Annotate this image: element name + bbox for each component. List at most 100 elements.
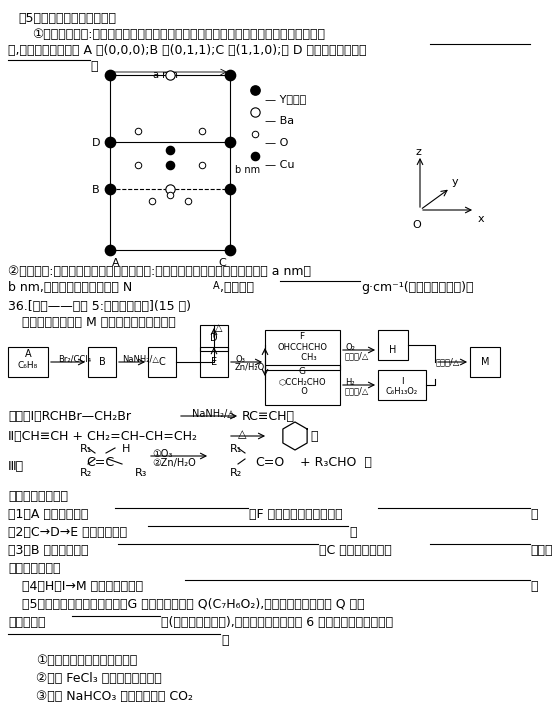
Text: 在同一直线上。: 在同一直线上。	[8, 562, 60, 575]
Bar	[110, 75, 230, 250]
Text: O: O	[412, 220, 421, 230]
Point	[165, 183, 174, 195]
Text: ，: ，	[349, 526, 357, 539]
Point	[197, 125, 206, 137]
Text: b nm,阿伏加德罗常数的值为 N: b nm,阿伏加德罗常数的值为 N	[8, 281, 132, 294]
Text: （5）在催化剂、加热条件下，G 与氧气反应生成 Q(C₇H₆O₂),同时满足下列条件的 Q 的同: （5）在催化剂、加热条件下，G 与氧气反应生成 Q(C₇H₆O₂),同时满足下列…	[22, 598, 364, 611]
Text: — Ba: — Ba	[265, 116, 294, 126]
Text: O: O	[296, 387, 308, 396]
Text: △: △	[238, 429, 247, 439]
Text: 有机高分子化合物 M 的一种合成路线如下：: 有机高分子化合物 M 的一种合成路线如下：	[22, 316, 176, 329]
Text: （2）C→D→E 的反应类型为: （2）C→D→E 的反应类型为	[8, 526, 127, 539]
Point	[250, 84, 259, 96]
Text: NaNH₂/△: NaNH₂/△	[122, 355, 159, 364]
Text: — Y（钇）: — Y（钇）	[265, 94, 306, 104]
Text: F: F	[300, 332, 305, 341]
Text: C: C	[159, 357, 165, 367]
Text: ①O₃: ①O₃	[152, 449, 172, 459]
Text: C₆H₈: C₆H₈	[18, 361, 38, 370]
Text: 请回答下列问题：: 请回答下列问题：	[8, 490, 68, 503]
Text: H₂: H₂	[345, 378, 354, 387]
Text: （1）A 的化学名称为: （1）A 的化学名称为	[8, 508, 88, 521]
Text: （5）晶胞有两个基本要素：: （5）晶胞有两个基本要素：	[18, 12, 116, 25]
Text: G: G	[299, 367, 306, 376]
Text: z: z	[416, 147, 422, 157]
Text: ，: ，	[221, 634, 229, 647]
Text: g·cm⁻¹(列出计算式即可)。: g·cm⁻¹(列出计算式即可)。	[361, 281, 473, 294]
Text: + R₃CHO  ，: + R₃CHO ，	[300, 456, 372, 469]
Text: ，F 中所含官能团的名称为: ，F 中所含官能团的名称为	[249, 508, 343, 521]
Text: NaNH₂/△: NaNH₂/△	[192, 409, 235, 419]
Text: — O: — O	[265, 138, 288, 148]
Text: I: I	[401, 377, 403, 386]
Point	[148, 195, 157, 206]
Text: A: A	[25, 349, 31, 359]
Point	[197, 159, 206, 170]
Point	[165, 189, 174, 200]
Text: 个原子: 个原子	[530, 544, 552, 557]
Text: 36.[化学——选修 5:有机化学基础](15 分): 36.[化学——选修 5:有机化学基础](15 分)	[8, 300, 191, 313]
Text: （3）B 的结构简式为: （3）B 的结构简式为	[8, 544, 88, 557]
Text: ①原子坐标参数:表示晶胞内部各原子的相对位置。一种钇钡铜氧晶体的晶胞结构如图所: ①原子坐标参数:表示晶胞内部各原子的相对位置。一种钇钡铜氧晶体的晶胞结构如图所	[32, 28, 325, 41]
Text: ①除苯环外不含其他环状结构: ①除苯环外不含其他环状结构	[36, 654, 138, 667]
Text: R₁: R₁	[230, 444, 242, 454]
Text: y: y	[452, 178, 458, 188]
Text: ；: ；	[310, 430, 318, 443]
Text: ⬡CCH₂CHO: ⬡CCH₂CHO	[278, 377, 326, 386]
Text: 示,其中原子坐标参数 A 为(0,0,0);B 为(0,1,1);C 为(1,1,0);则 D 原子的坐标参数为: 示,其中原子坐标参数 A 为(0,0,0);B 为(0,1,1);C 为(1,1…	[8, 44, 367, 57]
Text: E: E	[211, 357, 217, 367]
Text: ，: ，	[530, 508, 538, 521]
Bar	[470, 347, 500, 377]
Point	[106, 183, 115, 195]
Bar	[378, 330, 408, 360]
Bar	[265, 365, 340, 405]
Text: 。: 。	[90, 60, 97, 73]
Bar	[378, 370, 426, 400]
Point	[134, 159, 143, 170]
Text: D: D	[92, 137, 101, 147]
Point	[183, 195, 192, 206]
Text: B: B	[98, 357, 106, 367]
Point	[106, 136, 115, 147]
Text: ③能与 NaHCO₃ 溶液反应生成 CO₂: ③能与 NaHCO₃ 溶液反应生成 CO₂	[36, 690, 193, 703]
Text: （4）H＋I→M 的化学方程式为: （4）H＋I→M 的化学方程式为	[22, 580, 143, 593]
Text: Ⅱ．CH≡CH + CH₂=CH–CH=CH₂: Ⅱ．CH≡CH + CH₂=CH–CH=CH₂	[8, 430, 197, 443]
Point	[225, 69, 234, 81]
Text: O₃: O₃	[235, 355, 245, 364]
Bar	[200, 347, 228, 377]
Text: ，: ，	[530, 580, 538, 593]
Point	[165, 69, 174, 81]
Text: — Cu: — Cu	[265, 160, 295, 170]
Text: OHCCHCHO: OHCCHCHO	[277, 343, 327, 352]
Text: a nm: a nm	[153, 70, 177, 80]
Text: R₃: R₃	[135, 468, 148, 478]
Bar	[148, 347, 176, 377]
Text: 已知：Ⅰ．RCHBr—CH₂Br: 已知：Ⅰ．RCHBr—CH₂Br	[8, 410, 131, 423]
Text: C: C	[218, 258, 226, 268]
Text: 催化剂/△: 催化剂/△	[345, 351, 369, 360]
Point	[225, 136, 234, 147]
Text: M: M	[481, 357, 489, 367]
Text: R₁: R₁	[80, 444, 92, 454]
Text: D: D	[210, 333, 218, 343]
Text: ,其密度为: ,其密度为	[220, 281, 254, 294]
Text: 种(不考虑立体异构),其中核磁共振氢谱有 6 组吸收峰的结构简式为: 种(不考虑立体异构),其中核磁共振氢谱有 6 组吸收峰的结构简式为	[161, 616, 393, 629]
Point	[106, 69, 115, 81]
Text: H: H	[389, 345, 397, 355]
Text: B: B	[92, 185, 100, 195]
Point	[250, 106, 259, 117]
Text: C=O: C=O	[255, 456, 284, 469]
Point	[250, 150, 259, 162]
Text: Zn/H₂O: Zn/H₂O	[235, 363, 266, 372]
Text: ②晶胞参数:描述晶胞的大小和形状。已知:该钇钡铜氧晶体的晶胞参数分别为 a nm、: ②晶胞参数:描述晶胞的大小和形状。已知:该钇钡铜氧晶体的晶胞参数分别为 a nm…	[8, 265, 311, 278]
Text: R₂: R₂	[80, 468, 92, 478]
Text: 浓硫酸/△: 浓硫酸/△	[436, 357, 461, 366]
Text: ②能与 FeCl₃ 溶液发生显色反应: ②能与 FeCl₃ 溶液发生显色反应	[36, 672, 162, 685]
Point	[106, 244, 115, 256]
Point	[134, 125, 143, 137]
Bar	[265, 330, 340, 370]
Text: C=C: C=C	[86, 456, 114, 469]
Text: 催化剂/△: 催化剂/△	[345, 386, 369, 395]
Bar	[88, 347, 116, 377]
Text: H: H	[122, 444, 130, 454]
